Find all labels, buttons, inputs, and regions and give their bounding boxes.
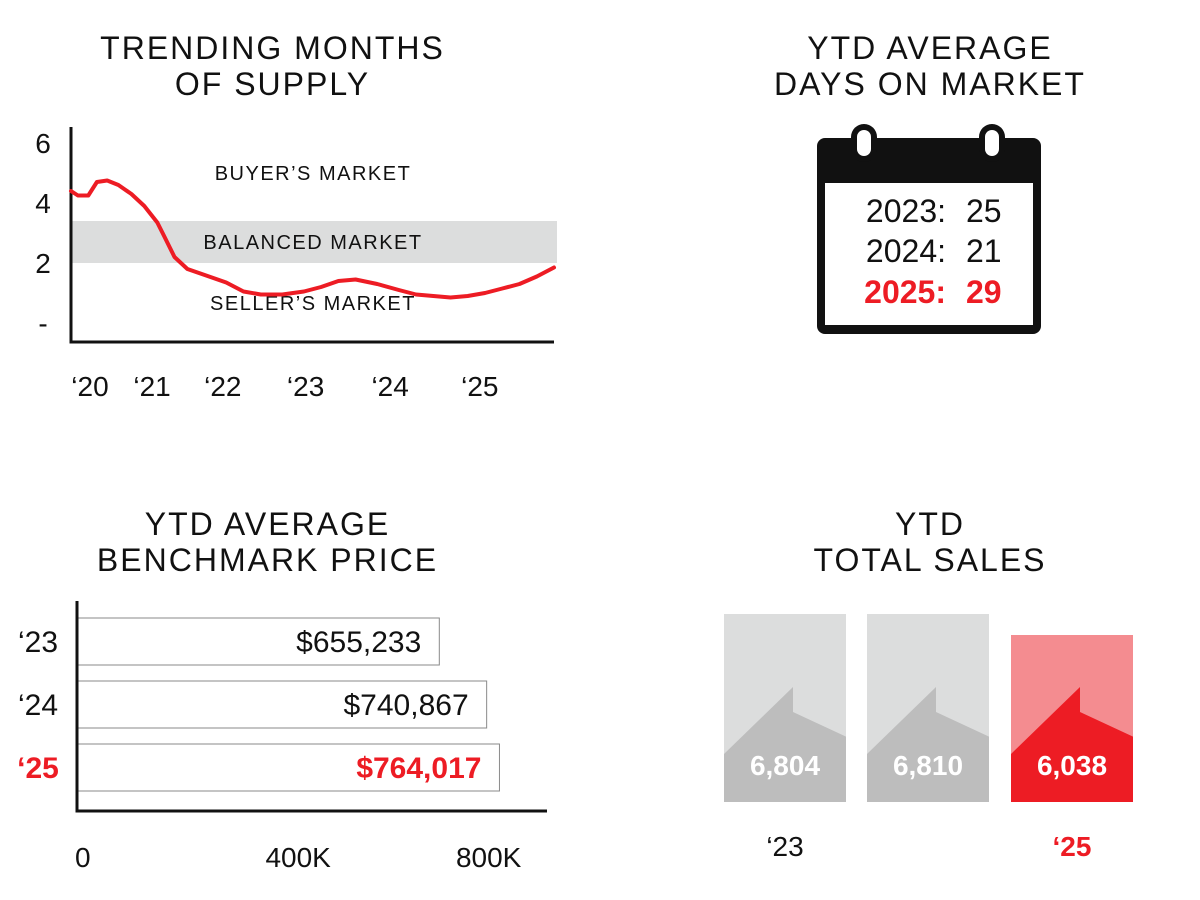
house-icon (1011, 687, 1133, 802)
total-sales-chart: 6,804 ‘23 6,810 6,038 ‘25 (724, 614, 1133, 862)
x-tick-label: ‘21 (133, 371, 170, 402)
price-bar (76, 680, 488, 729)
days-on-market-value: 21 (966, 233, 1002, 269)
days-on-market-year: 2025: (864, 274, 946, 310)
days-on-market-year: 2023: (866, 193, 946, 229)
sales-category-label: ‘25 (1053, 831, 1092, 862)
total-sales-title: YTD TOTAL SALES (700, 506, 1160, 578)
days-on-market-title-line-2: DAYS ON MARKET (774, 66, 1086, 102)
sales-tile: 6,804 (724, 614, 846, 802)
benchmark-price-title: YTD AVERAGE BENCHMARK PRICE (40, 506, 495, 578)
y-tick-label: - (38, 308, 47, 339)
calendar-ring-right-hole (985, 130, 999, 156)
months-supply-y-ticks: 6 4 2 - (35, 128, 51, 339)
months-supply-title-line-1: TRENDING MONTHS (100, 30, 445, 66)
house-icon (724, 687, 846, 802)
sales-tile: 6,038 (1011, 635, 1133, 802)
price-x-tick-label: 800K (456, 842, 522, 873)
benchmark-price-x-ticks: 0 400K 800K (75, 842, 522, 873)
months-supply-series (69, 178, 556, 300)
total-sales-title-line-1: YTD (895, 506, 965, 542)
y-tick-label: 6 (35, 128, 51, 159)
months-supply-x-ticks: ‘20 ‘21 ‘22 ‘23 ‘24 ‘25 (71, 371, 498, 402)
house-icon (867, 687, 989, 802)
sales-value-label: 6,810 (893, 750, 963, 781)
price-bar-value: $740,867 (344, 689, 469, 722)
calendar-page (825, 183, 1033, 325)
balanced-market-band (71, 221, 557, 263)
sales-value-label: 6,804 (750, 750, 820, 781)
sales-value-label: 6,038 (1037, 750, 1107, 781)
price-x-tick-label: 400K (265, 842, 331, 873)
price-category-label: ‘23 (18, 626, 58, 659)
benchmark-price-chart: $655,233 ‘23 $740,867 ‘24 $764,017 ‘25 0 400K 8… (17, 601, 547, 873)
months-supply-title: TRENDING MONTHS OF SUPPLY (40, 30, 505, 102)
price-bar-value: $655,233 (296, 626, 421, 659)
days-on-market-rows: 2023: 25 2024: 21 2025: 29 (864, 193, 1001, 310)
x-tick-label: ‘25 (461, 371, 498, 402)
calendar-ring-left-hole (857, 130, 871, 156)
price-bar (76, 617, 440, 666)
months-supply-line (69, 178, 556, 300)
benchmark-price-title-line-1: YTD AVERAGE (144, 506, 391, 542)
benchmark-price-title-line-2: BENCHMARK PRICE (96, 542, 439, 578)
x-tick-label: ‘20 (71, 371, 108, 402)
benchmark-price-axes (75, 601, 547, 813)
months-supply-axes (69, 127, 554, 344)
calendar-icon: 2023: 25 2024: 21 2025: 29 (817, 124, 1041, 334)
days-on-market-value: 25 (966, 193, 1002, 229)
days-on-market-year: 2024: (866, 233, 946, 269)
days-on-market-value: 29 (966, 274, 1002, 310)
buyers-market-label: BUYER’S MARKET (215, 163, 412, 185)
sellers-market-label: SELLER’S MARKET (210, 293, 416, 315)
x-tick-label: ‘23 (287, 371, 324, 402)
benchmark-price-bars: $655,233 ‘23 $740,867 ‘24 $764,017 ‘25 (17, 617, 500, 792)
y-tick-label: 2 (35, 248, 51, 279)
balanced-market-label: BALANCED MARKET (203, 232, 422, 254)
price-bar-value: $764,017 (356, 752, 481, 785)
days-on-market-title: YTD AVERAGE DAYS ON MARKET (700, 30, 1160, 102)
total-sales-title-line-2: TOTAL SALES (813, 542, 1047, 578)
price-category-label: ‘25 (17, 752, 59, 785)
price-category-label: ‘24 (18, 689, 58, 722)
sales-category-label: ‘23 (766, 831, 803, 862)
months-supply-title-line-2: OF SUPPLY (174, 66, 371, 102)
x-tick-label: ‘24 (371, 371, 408, 402)
months-supply-chart: BUYER’S MARKET BALANCED MARKET SELLER’S … (35, 127, 557, 402)
price-x-tick-label: 0 (75, 842, 91, 873)
sales-tile: 6,810 (867, 614, 989, 802)
price-bar (76, 743, 500, 792)
x-tick-label: ‘22 (204, 371, 241, 402)
y-tick-label: 4 (35, 188, 51, 219)
days-on-market-title-line-1: YTD AVERAGE (807, 30, 1053, 66)
